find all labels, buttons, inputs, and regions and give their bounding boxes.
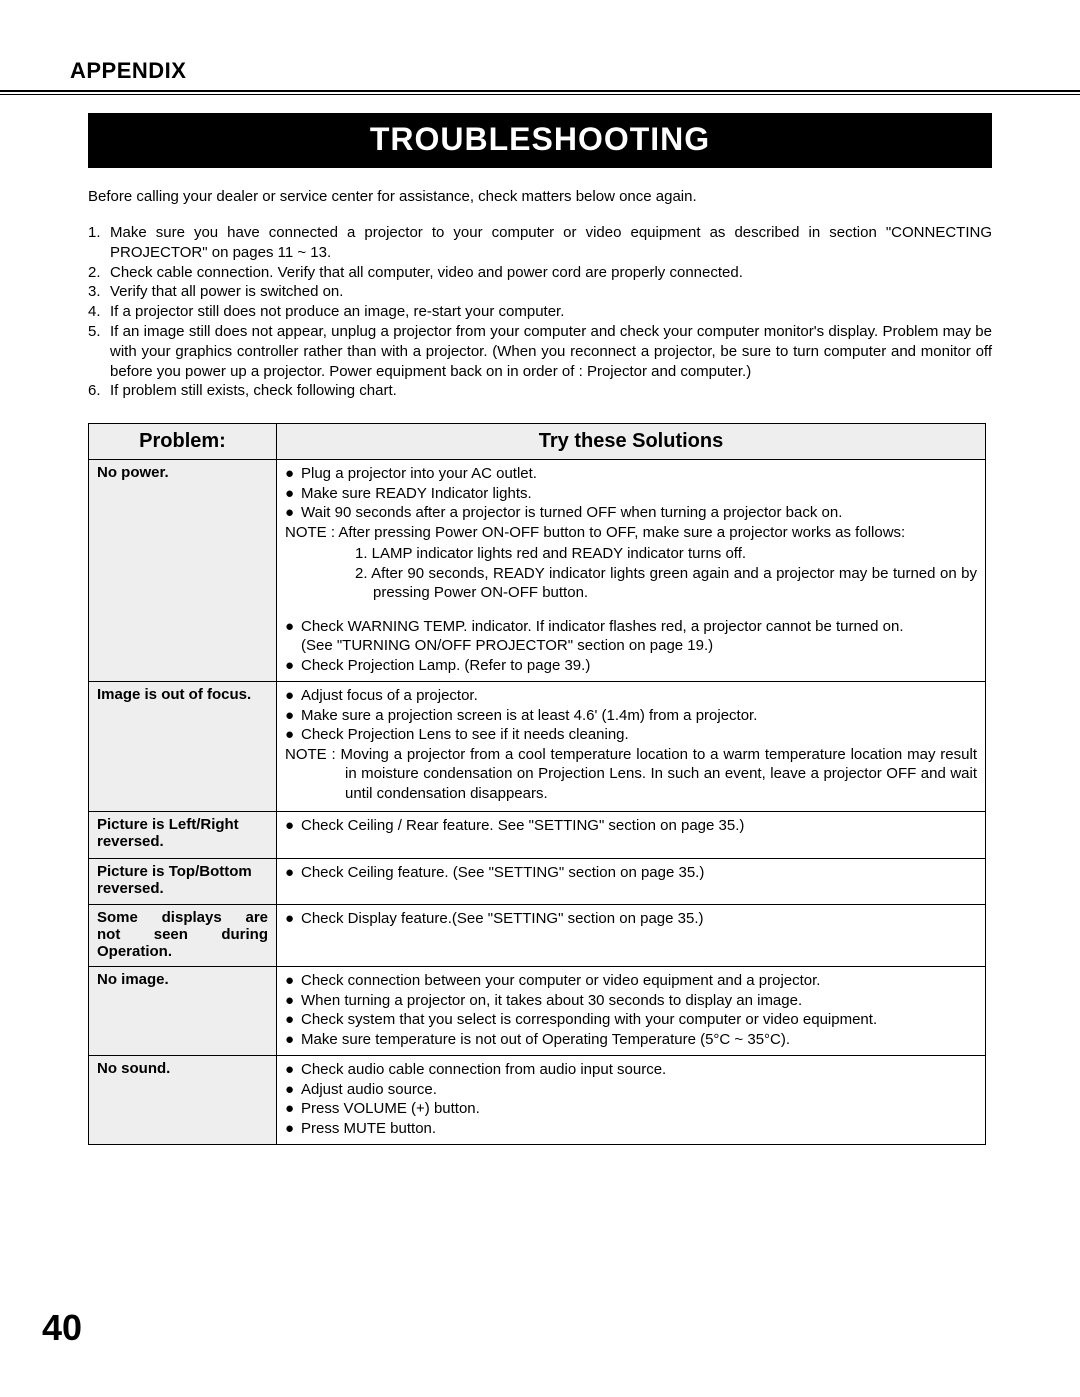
step-item: 6.If problem still exists, check followi…	[88, 381, 992, 401]
problem-cell: Picture is Left/Right reversed.	[89, 812, 277, 859]
step-item: 4.If a projector still does not produce …	[88, 302, 992, 322]
list-item: ●Check audio cable connection from audio…	[285, 1060, 977, 1080]
solution-cell: ●Check connection between your computer …	[277, 967, 986, 1056]
divider-rule	[0, 90, 1080, 95]
table-row: No power.●Plug a projector into your AC …	[89, 460, 986, 682]
table-row: Image is out of focus.●Adjust focus of a…	[89, 682, 986, 812]
solution-cell: ●Check Ceiling feature. (See "SETTING" s…	[277, 858, 986, 905]
column-header-solutions: Try these Solutions	[277, 424, 986, 460]
list-item: ●Check system that you select is corresp…	[285, 1010, 977, 1030]
list-item: ●Plug a projector into your AC outlet.	[285, 464, 977, 484]
list-item: ●Check WARNING TEMP. indicator. If indic…	[285, 617, 977, 637]
list-item: ●Check Projection Lamp. (Refer to page 3…	[285, 656, 977, 676]
list-item: ●Make sure temperature is not out of Ope…	[285, 1030, 977, 1050]
list-item: ●Press VOLUME (+) button.	[285, 1099, 977, 1119]
solution-cell: ●Check audio cable connection from audio…	[277, 1056, 986, 1145]
step-item: 2.Check cable connection. Verify that al…	[88, 263, 992, 283]
steps-list: 1.Make sure you have connected a project…	[88, 223, 992, 401]
list-item: ●Check Display feature.(See "SETTING" se…	[285, 909, 977, 929]
table-row: No sound. ●Check audio cable connection f…	[89, 1056, 986, 1145]
list-item: ●Check Ceiling feature. (See "SETTING" s…	[285, 863, 977, 883]
list-item: ●Check Projection Lens to see if it need…	[285, 725, 977, 745]
solution-cell: ●Adjust focus of a projector.●Make sure …	[277, 682, 986, 812]
solution-cell: ●Check Display feature.(See "SETTING" se…	[277, 905, 986, 967]
section-header: APPENDIX	[70, 58, 1010, 84]
step-item: 3.Verify that all power is switched on.	[88, 282, 992, 302]
list-item: ●Press MUTE button.	[285, 1119, 977, 1139]
column-header-problem: Problem:	[89, 424, 277, 460]
table-row: Picture is Top/Bottom reversed. ●Check Ce…	[89, 858, 986, 905]
problem-cell: No sound.	[89, 1056, 277, 1145]
problem-cell: No image.	[89, 967, 277, 1056]
problem-cell: Some displays arenot seen duringOperatio…	[89, 905, 277, 967]
list-item: ●Make sure a projection screen is at lea…	[285, 706, 977, 726]
solution-cell: ●Check Ceiling / Rear feature. See "SETT…	[277, 812, 986, 859]
solution-cell: ●Plug a projector into your AC outlet.●M…	[277, 460, 986, 682]
table-row: No image. ●Check connection between your …	[89, 967, 986, 1056]
intro-text: Before calling your dealer or service ce…	[88, 188, 992, 205]
step-item: 5.If an image still does not appear, unp…	[88, 322, 992, 381]
problem-cell: Image is out of focus.	[89, 682, 277, 812]
step-item: 1.Make sure you have connected a project…	[88, 223, 992, 263]
list-item: ●Check Ceiling / Rear feature. See "SETT…	[285, 816, 977, 836]
table-row: Picture is Left/Right reversed. ●Check Ce…	[89, 812, 986, 859]
problem-cell: Picture is Top/Bottom reversed.	[89, 858, 277, 905]
list-item: ●Make sure READY Indicator lights.	[285, 484, 977, 504]
troubleshooting-table: Problem: Try these Solutions No power.●P…	[88, 423, 986, 1145]
list-item: ●Adjust audio source.	[285, 1080, 977, 1100]
problem-cell: No power.	[89, 460, 277, 682]
list-item: ●Wait 90 seconds after a projector is tu…	[285, 503, 977, 523]
list-item: ●When turning a projector on, it takes a…	[285, 991, 977, 1011]
page-number: 40	[42, 1307, 82, 1349]
page-title: TROUBLESHOOTING	[88, 113, 992, 168]
list-item: ●Check connection between your computer …	[285, 971, 977, 991]
list-item: ●Adjust focus of a projector.	[285, 686, 977, 706]
table-row: Some displays arenot seen duringOperatio…	[89, 905, 986, 967]
